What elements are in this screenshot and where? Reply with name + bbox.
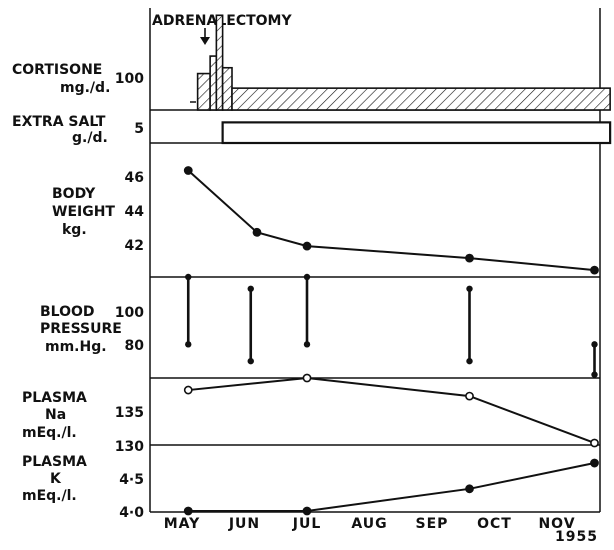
bp-high-4 [591,341,598,348]
weight-point-1 [252,227,262,237]
month-label-sep: SEP [416,516,449,532]
bp-high-1 [247,285,254,292]
weight-tick-42: 42 [125,238,144,254]
k-point-0 [183,506,193,516]
k-point-2 [465,484,474,494]
bp-low-1 [247,357,254,365]
cortisone-unit: mg./d. [60,80,110,96]
extra-salt-label: EXTRA SALT [12,114,106,130]
plasma-k-label-1: PLASMA [22,454,87,470]
weight-point-4 [590,265,599,275]
body-weight-label-1: BODY [52,186,96,202]
plasma-na-unit: mEq./l. [22,425,77,441]
bp-low-3 [466,357,473,365]
cortisone-bar-3 [221,66,233,111]
blood-pressure-label-2: PRESSURE [40,321,122,337]
bp-high-3 [466,285,473,292]
chart-marks [183,14,612,516]
month-label-oct: OCT [477,516,512,532]
na-point-0 [183,385,193,395]
body-weight-label-2: WEIGHT [52,204,115,220]
plasma-k-unit: mEq./l. [22,488,77,504]
month-label-nov: NOV [538,516,575,532]
bp-high-2 [303,273,311,281]
k-point-1 [302,506,312,516]
month-label-may: MAY [164,516,201,532]
cortisone-bar-4 [231,87,611,111]
cortisone-label: CORTISONE [12,62,102,78]
weight-line [187,169,595,272]
na-point-3 [590,438,599,448]
cortisone-bar-1 [209,55,218,111]
weight-point-2 [302,241,312,251]
adrenalectomy-arrow [200,28,210,45]
k-tick-4-5: 4·5 [119,472,144,488]
cortisone-tick-100: 100 [115,71,144,87]
weight-point-0 [183,166,193,175]
body-weight-unit: kg. [62,222,87,238]
weight-tick-46: 46 [125,170,144,186]
na-point-2 [465,391,474,401]
na-tick-130: 130 [115,439,144,455]
na-point-1 [302,373,312,383]
month-axis: MAY JUN JUL AUG SEP OCT NOV [164,516,575,532]
weight-point-3 [465,253,474,263]
month-label-aug: AUG [351,516,387,532]
k-point-3 [590,458,599,468]
bp-low-0 [185,341,192,348]
weight-tick-44: 44 [125,204,145,220]
year-label: 1955 [555,529,598,545]
plasma-k-label-2: K [50,471,62,487]
salt-bar-0 [221,121,612,145]
bp-tick-100: 100 [115,305,144,321]
plasma-na-label-2: Na [45,407,66,423]
k-tick-4-0: 4·0 [119,505,144,521]
salt-tick-5: 5 [134,121,144,137]
na-line [188,376,595,444]
plasma-na-label-1: PLASMA [22,390,87,406]
month-label-jun: JUN [228,516,260,532]
na-tick-135: 135 [115,405,144,421]
cortisone-bar-2 [215,14,224,111]
bp-tick-80: 80 [125,338,145,354]
bp-high-0 [185,273,192,281]
cortisone-bar-0 [196,72,211,111]
bp-low-2 [303,341,311,348]
blood-pressure-label-1: BLOOD [40,304,95,320]
bp-low-4 [591,371,598,378]
k-line [188,462,595,512]
month-label-jul: JUL [292,516,322,532]
blood-pressure-unit: mm.Hg. [45,339,107,355]
extra-salt-unit: g./d. [72,130,108,146]
